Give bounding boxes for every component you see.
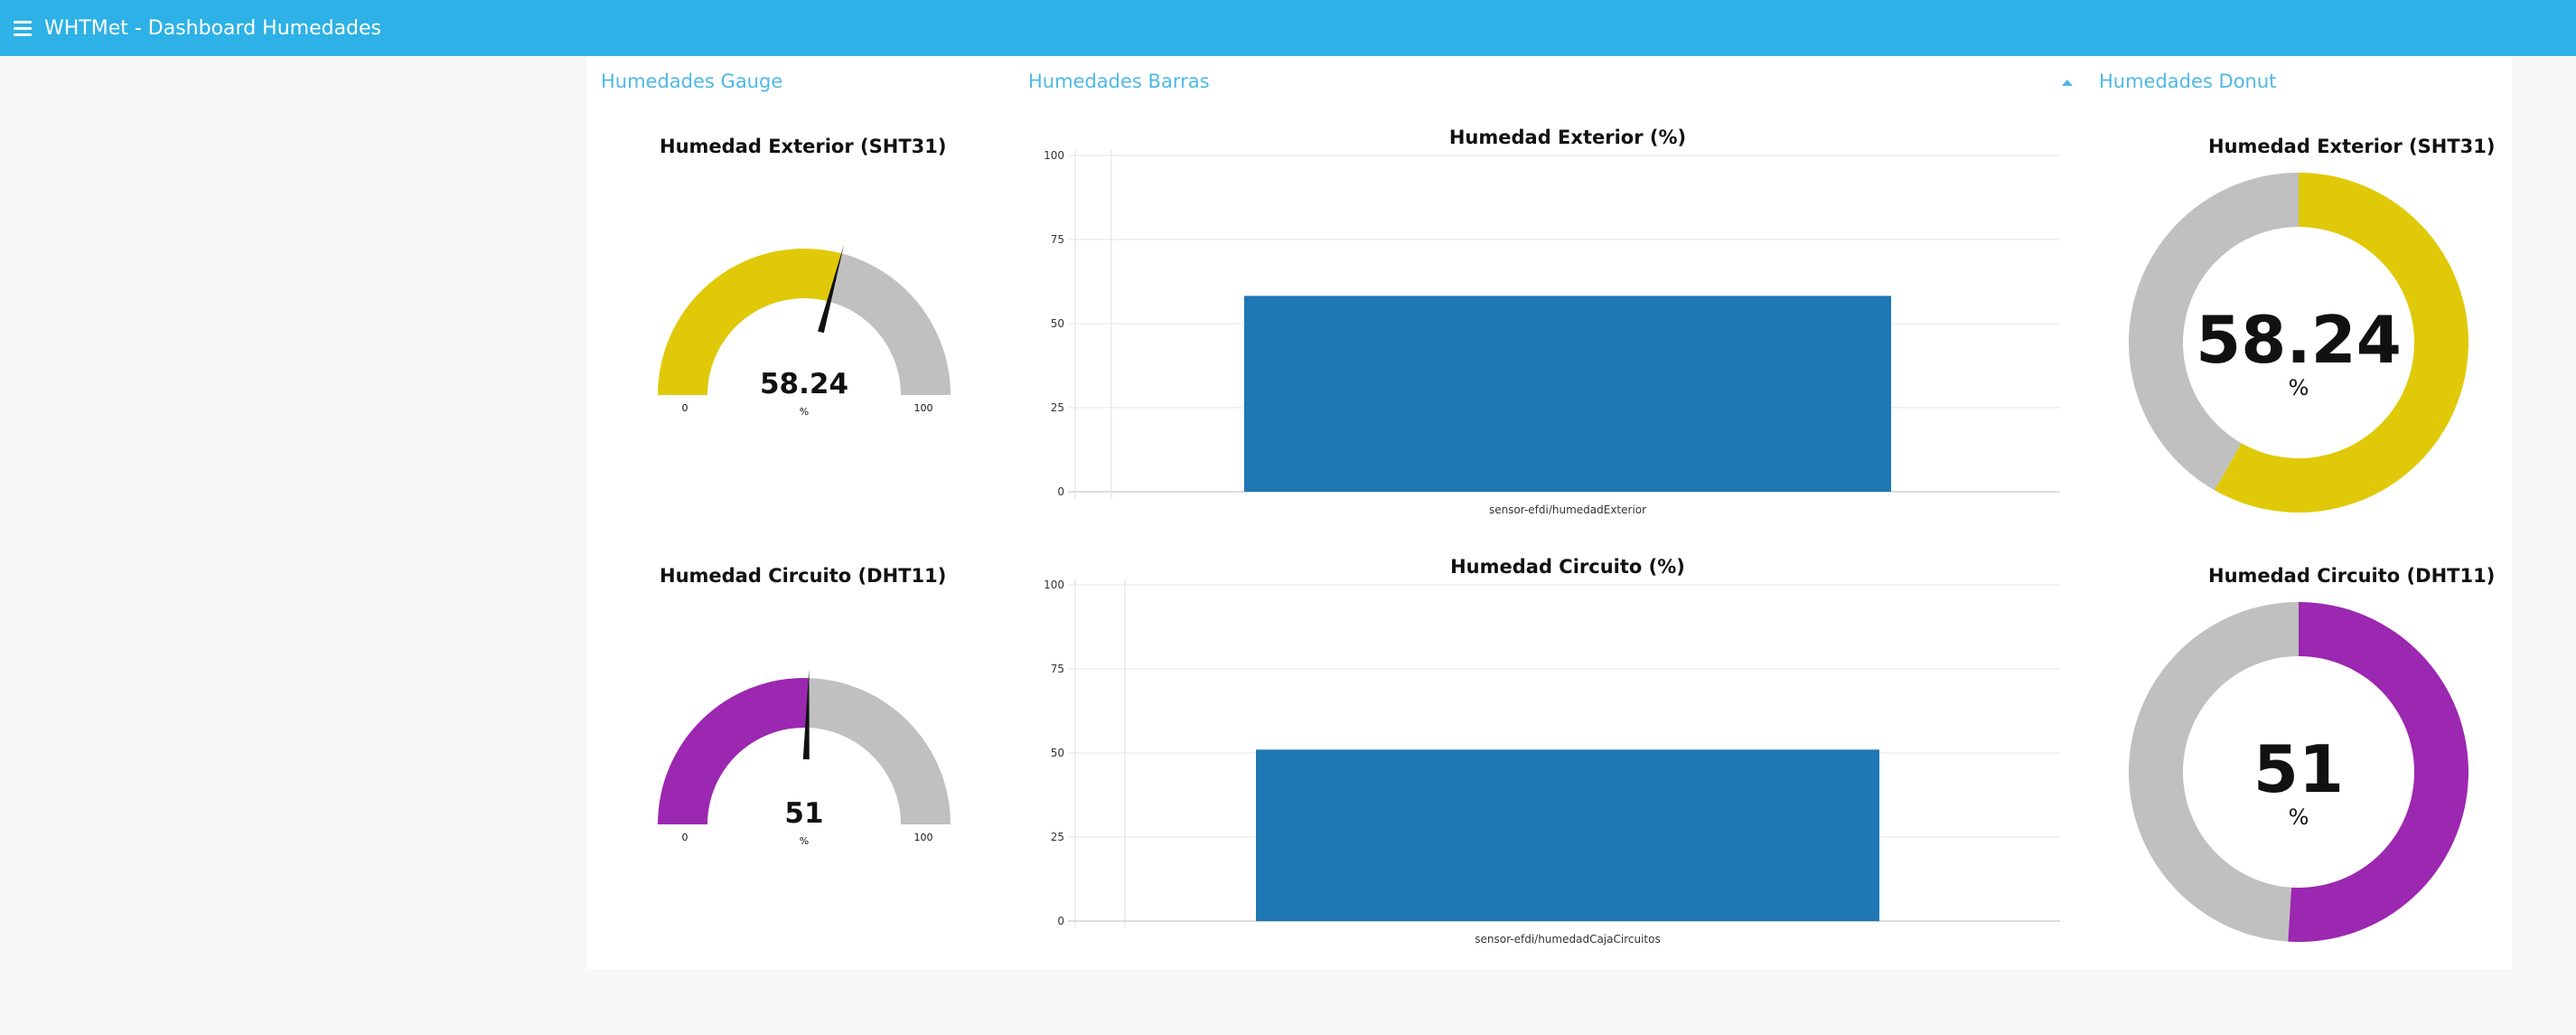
donut-track-arc — [2129, 602, 2299, 942]
gauge-needle — [818, 244, 845, 334]
donut-value-arc — [2214, 173, 2468, 513]
bar-chart-title: Humedad Exterior (%) — [1449, 127, 1686, 148]
gauge-max-label: 100 — [914, 832, 933, 843]
group-title-donut: Humedades Donut — [2099, 71, 2277, 92]
y-tick-label: 50 — [1051, 747, 1064, 759]
donut-value-text: 58.24 — [2196, 302, 2402, 378]
gauge-needle — [802, 669, 810, 760]
hamburger-menu-icon[interactable] — [14, 16, 37, 40]
gauge-track-arc — [807, 678, 951, 824]
donut-unit-text: % — [2289, 375, 2309, 400]
bar — [1244, 296, 1891, 492]
gauge-value-text: 58.24 — [760, 368, 848, 400]
donut-title-circuito: Humedad Circuito (DHT11) — [2208, 565, 2496, 587]
gauge-unit-text: % — [800, 835, 809, 847]
y-tick-label: 25 — [1051, 401, 1064, 414]
gauge-exterior: 58.24% 0 100 — [658, 244, 951, 418]
group-title-bars: Humedades Barras — [1028, 71, 1210, 92]
gauge-circuito: 51% 0 100 — [658, 669, 951, 847]
gauge-min-label: 0 — [682, 402, 688, 414]
donut-title-exterior: Humedad Exterior (SHT31) — [2208, 136, 2496, 157]
donut-track-arc — [2129, 173, 2299, 491]
y-tick-label: 50 — [1051, 317, 1064, 330]
group-title-gauge: Humedades Gauge — [601, 71, 783, 92]
y-tick-label: 25 — [1051, 831, 1064, 843]
gauge-title-circuito: Humedad Circuito (DHT11) — [660, 565, 947, 587]
gauge-value-arc — [658, 678, 810, 824]
bar — [1256, 749, 1879, 921]
y-tick-label: 100 — [1044, 149, 1064, 162]
bar-chart-exterior: Humedad Exterior (%) 0 25 50 75 100 sensor-efd… — [1044, 127, 2060, 516]
gauge-unit-text: % — [800, 406, 809, 418]
app-title: WHTMet - Dashboard Humedades — [44, 16, 382, 40]
donut-exterior: 58.24% — [2129, 173, 2468, 513]
y-tick-label: 0 — [1057, 915, 1064, 927]
y-tick-label: 75 — [1051, 663, 1064, 675]
donut-circuito: 51% — [2129, 602, 2469, 942]
x-tick-label: sensor-efdi/humedadExterior — [1489, 503, 1646, 516]
gauge-track-arc — [829, 253, 951, 395]
donut-unit-text: % — [2289, 804, 2309, 830]
y-tick-label: 75 — [1051, 233, 1064, 246]
dashboard-panel: Humedades Gauge Humedades Barras Humedad… — [587, 56, 2512, 969]
top-app-bar: WHTMet - Dashboard Humedades — [0, 0, 2576, 56]
gauge-max-label: 100 — [914, 402, 933, 414]
bar-chart-title: Humedad Circuito (%) — [1450, 556, 1685, 578]
x-tick-label: sensor-efdi/humedadCajaCircuitos — [1475, 933, 1660, 946]
gauge-value-text: 51 — [784, 797, 823, 830]
gauge-value-arc — [658, 249, 842, 395]
gauge-min-label: 0 — [682, 832, 688, 843]
y-tick-label: 100 — [1044, 579, 1064, 591]
bar-chart-circuito: Humedad Circuito (%) 0 25 50 75 100 sensor-efd… — [1044, 556, 2060, 946]
gauge-title-exterior: Humedad Exterior (SHT31) — [660, 136, 947, 157]
collapse-group-icon[interactable] — [2062, 80, 2073, 86]
y-tick-label: 0 — [1057, 485, 1064, 498]
donut-value-arc — [2288, 602, 2469, 942]
donut-value-text: 51 — [2253, 731, 2344, 807]
